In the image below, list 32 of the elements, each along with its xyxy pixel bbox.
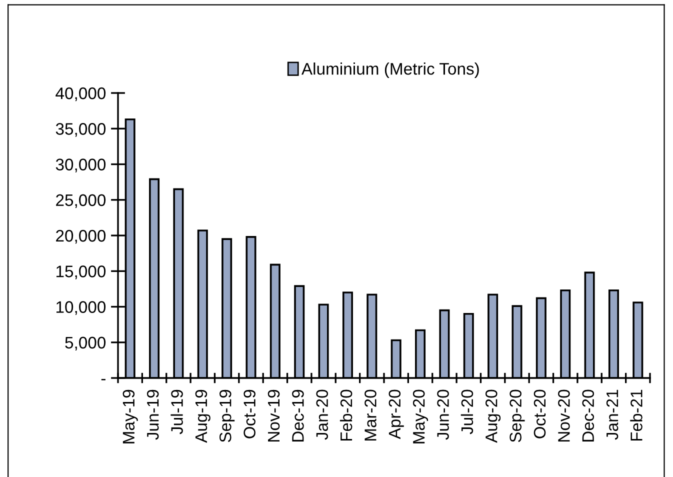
- y-tick-label: 5,000: [65, 336, 106, 351]
- x-tick-label: Jan-21: [606, 390, 618, 440]
- x-tick-label: Apr-20: [388, 390, 404, 440]
- x-tick-label: May-19: [122, 390, 138, 444]
- x-tick-label: Jul-19: [170, 390, 183, 434]
- x-tick-label: Jun-19: [146, 390, 159, 440]
- x-tick-label: Feb-20: [340, 390, 352, 441]
- x-tick-label: Oct-20: [534, 390, 546, 438]
- x-tick-label: Aug-20: [485, 390, 501, 443]
- x-tick-label: Sep-19: [219, 390, 235, 442]
- y-tick-label: 15,000: [56, 266, 106, 280]
- x-tick-label: May-20: [412, 390, 428, 444]
- y-tick-label: 25,000: [56, 194, 106, 208]
- x-tick-label: Jul-20: [460, 390, 474, 434]
- legend-label: Aluminium (Metric Tons): [301, 62, 479, 78]
- x-tick-label: Feb-21: [630, 390, 642, 441]
- x-tick-label: Dec-20: [582, 390, 594, 442]
- y-tick-label: 30,000: [56, 158, 106, 172]
- y-tick-label: 40,000: [56, 87, 106, 102]
- x-tick-label: Sep-20: [510, 390, 525, 442]
- x-tick-label: Aug-19: [195, 390, 210, 443]
- x-tick-label: Mar-20: [364, 390, 376, 441]
- x-tick-label: Jun-20: [437, 390, 449, 440]
- y-tick-label: 10,000: [56, 301, 106, 315]
- x-tick-label: Jan-20: [316, 390, 328, 440]
- y-tick-label: 35,000: [56, 123, 106, 137]
- x-tick-label: Oct-19: [244, 390, 256, 438]
- x-tick-label: Nov-19: [268, 390, 280, 442]
- y-tick-label: 20,000: [56, 230, 106, 244]
- x-tick-label: Nov-20: [558, 390, 570, 442]
- x-tick-label: Dec-19: [292, 390, 304, 442]
- y-tick-label: -: [101, 378, 106, 380]
